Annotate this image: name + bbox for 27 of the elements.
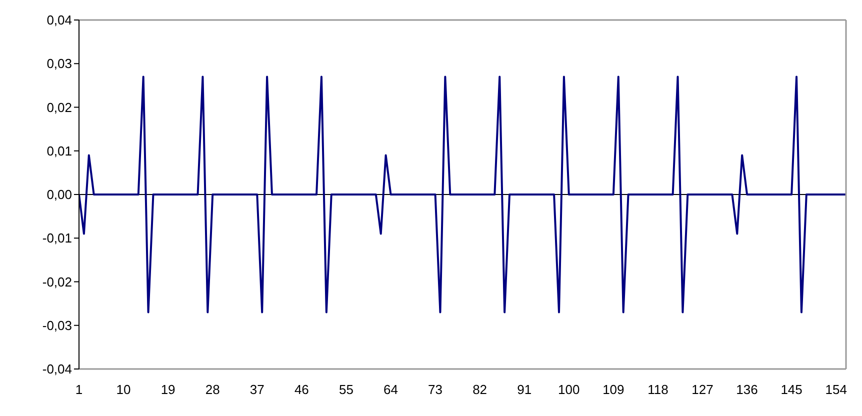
x-tick-label: 154	[825, 382, 847, 398]
x-tick-label: 82	[472, 382, 488, 398]
y-tick-label: 0,03	[46, 56, 72, 72]
x-tick-label: 136	[736, 382, 758, 398]
x-tick-label: 118	[648, 382, 668, 398]
x-tick-label: 1	[75, 382, 83, 398]
y-tick-label: -0,04	[42, 362, 72, 377]
x-tick-label: 127	[692, 382, 714, 398]
x-tick-label: 10	[116, 382, 131, 398]
x-tick-label: 109	[602, 382, 624, 398]
x-tick-label: 37	[250, 382, 264, 398]
x-tick-label: 91	[517, 382, 532, 398]
x-tick-label: 145	[780, 382, 802, 398]
x-tick-label: 64	[384, 382, 398, 398]
y-tick-label: -0,01	[42, 230, 72, 246]
x-tick-label: 55	[338, 382, 354, 398]
y-tick-label: 0,01	[46, 143, 72, 158]
x-tick-label: 19	[160, 382, 176, 398]
x-tick-label: 46	[294, 382, 309, 398]
x-tick-label: 28	[205, 382, 220, 398]
y-tick-label: -0,03	[42, 318, 72, 333]
y-tick-label: 0,02	[46, 100, 72, 115]
y-tick-label: 0,04	[46, 12, 72, 28]
x-tick-label: 73	[428, 382, 443, 398]
y-tick-label: -0,02	[42, 274, 72, 290]
x-tick-label: 100	[558, 382, 580, 398]
y-tick-label: 0,00	[46, 187, 72, 202]
